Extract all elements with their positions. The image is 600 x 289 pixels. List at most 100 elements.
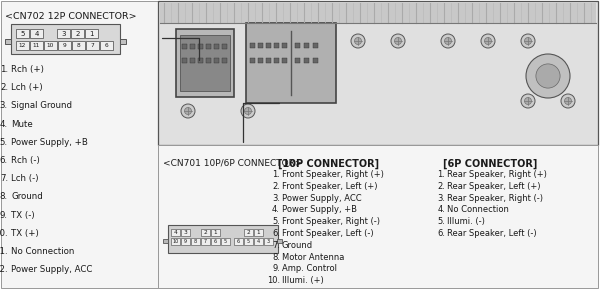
Bar: [181, 238, 190, 245]
Text: 2: 2: [247, 230, 250, 235]
Bar: [214, 44, 219, 49]
Text: 7: 7: [204, 239, 207, 244]
Bar: [5, 39, 11, 44]
Text: Rear Speaker, Left (+): Rear Speaker, Left (+): [447, 182, 541, 191]
Bar: [176, 29, 234, 97]
Text: <CN702 12P CONNECTOR>: <CN702 12P CONNECTOR>: [5, 12, 137, 21]
Text: 4.: 4.: [272, 205, 280, 214]
Bar: [234, 238, 243, 245]
Bar: [206, 58, 211, 63]
Bar: [11, 24, 120, 54]
Text: 6: 6: [214, 239, 217, 244]
Bar: [57, 29, 70, 38]
Text: Front Speaker, Right (-): Front Speaker, Right (-): [282, 217, 380, 226]
Bar: [277, 239, 282, 243]
Bar: [158, 1, 598, 145]
Text: No Connection: No Connection: [447, 205, 509, 214]
Text: 10: 10: [47, 43, 54, 48]
Text: 8: 8: [77, 43, 80, 48]
Text: 1.: 1.: [437, 170, 445, 179]
Text: 10: 10: [172, 239, 179, 244]
Circle shape: [524, 97, 532, 105]
Circle shape: [395, 38, 401, 45]
Text: Illumi. (+): Illumi. (+): [282, 276, 324, 285]
Text: 3.: 3.: [272, 194, 280, 203]
Text: 4: 4: [257, 239, 260, 244]
Text: 3: 3: [61, 31, 66, 36]
Bar: [16, 29, 29, 38]
Text: 6.: 6.: [0, 156, 8, 165]
Text: 3: 3: [184, 230, 187, 235]
Bar: [254, 229, 263, 236]
Bar: [100, 41, 113, 50]
Bar: [58, 41, 71, 50]
Bar: [295, 43, 300, 48]
Text: 2.: 2.: [0, 83, 8, 92]
Text: 4.: 4.: [0, 120, 8, 129]
Text: Power Supply, ACC: Power Supply, ACC: [11, 265, 92, 274]
Text: Rch (-): Rch (-): [11, 156, 40, 165]
Text: Ground: Ground: [11, 192, 43, 201]
Text: <CN701 10P/6P CONNECTOR>: <CN701 10P/6P CONNECTOR>: [163, 158, 302, 167]
Text: 6.: 6.: [437, 229, 445, 238]
Bar: [120, 39, 126, 44]
Text: 5.: 5.: [437, 217, 445, 226]
Bar: [304, 58, 309, 63]
Text: 5.: 5.: [0, 138, 8, 147]
Text: 7: 7: [91, 43, 94, 48]
Bar: [222, 58, 227, 63]
Bar: [181, 229, 190, 236]
Text: [6P CONNECTOR]: [6P CONNECTOR]: [443, 159, 538, 169]
Text: 6: 6: [237, 239, 240, 244]
Circle shape: [181, 104, 195, 118]
Text: 3.: 3.: [0, 101, 8, 110]
Bar: [214, 58, 219, 63]
Bar: [221, 238, 230, 245]
Text: 6.: 6.: [272, 229, 280, 238]
Text: 12: 12: [19, 43, 26, 48]
Text: 5: 5: [247, 239, 250, 244]
Circle shape: [526, 54, 570, 98]
Bar: [163, 239, 168, 243]
Text: 4: 4: [34, 31, 38, 36]
Bar: [201, 238, 210, 245]
Bar: [258, 43, 263, 48]
Text: 7.: 7.: [0, 174, 8, 183]
Bar: [282, 58, 287, 63]
Bar: [250, 58, 255, 63]
Text: [10P CONNECTOR]: [10P CONNECTOR]: [278, 159, 379, 169]
Text: Lch (+): Lch (+): [11, 83, 43, 92]
Text: Rear Speaker, Right (+): Rear Speaker, Right (+): [447, 170, 547, 179]
Text: TX (-): TX (-): [11, 211, 35, 220]
Bar: [171, 229, 180, 236]
Text: Mute: Mute: [11, 120, 33, 129]
Circle shape: [445, 38, 452, 45]
Bar: [266, 58, 271, 63]
Text: Lch (-): Lch (-): [11, 174, 38, 183]
Text: Front Speaker, Left (-): Front Speaker, Left (-): [282, 229, 374, 238]
Circle shape: [521, 94, 535, 108]
Text: Power Supply, +B: Power Supply, +B: [282, 205, 357, 214]
Bar: [313, 43, 318, 48]
Text: 11.: 11.: [0, 247, 8, 256]
Text: Rear Speaker, Right (-): Rear Speaker, Right (-): [447, 194, 543, 203]
Bar: [182, 44, 187, 49]
Bar: [30, 41, 43, 50]
Circle shape: [565, 97, 571, 105]
Text: 6: 6: [104, 43, 109, 48]
Text: Motor Antenna: Motor Antenna: [282, 253, 344, 262]
Bar: [160, 3, 596, 23]
Circle shape: [355, 38, 361, 45]
Text: 12.: 12.: [0, 265, 8, 274]
Bar: [71, 29, 84, 38]
Bar: [211, 238, 220, 245]
Bar: [246, 23, 336, 103]
Text: 9: 9: [184, 239, 187, 244]
Text: 5: 5: [224, 239, 227, 244]
Text: Amp. Control: Amp. Control: [282, 264, 337, 273]
Text: Front Speaker, Right (+): Front Speaker, Right (+): [282, 170, 384, 179]
Bar: [304, 43, 309, 48]
Text: 10.: 10.: [0, 229, 8, 238]
Bar: [282, 43, 287, 48]
Text: 1.: 1.: [272, 170, 280, 179]
